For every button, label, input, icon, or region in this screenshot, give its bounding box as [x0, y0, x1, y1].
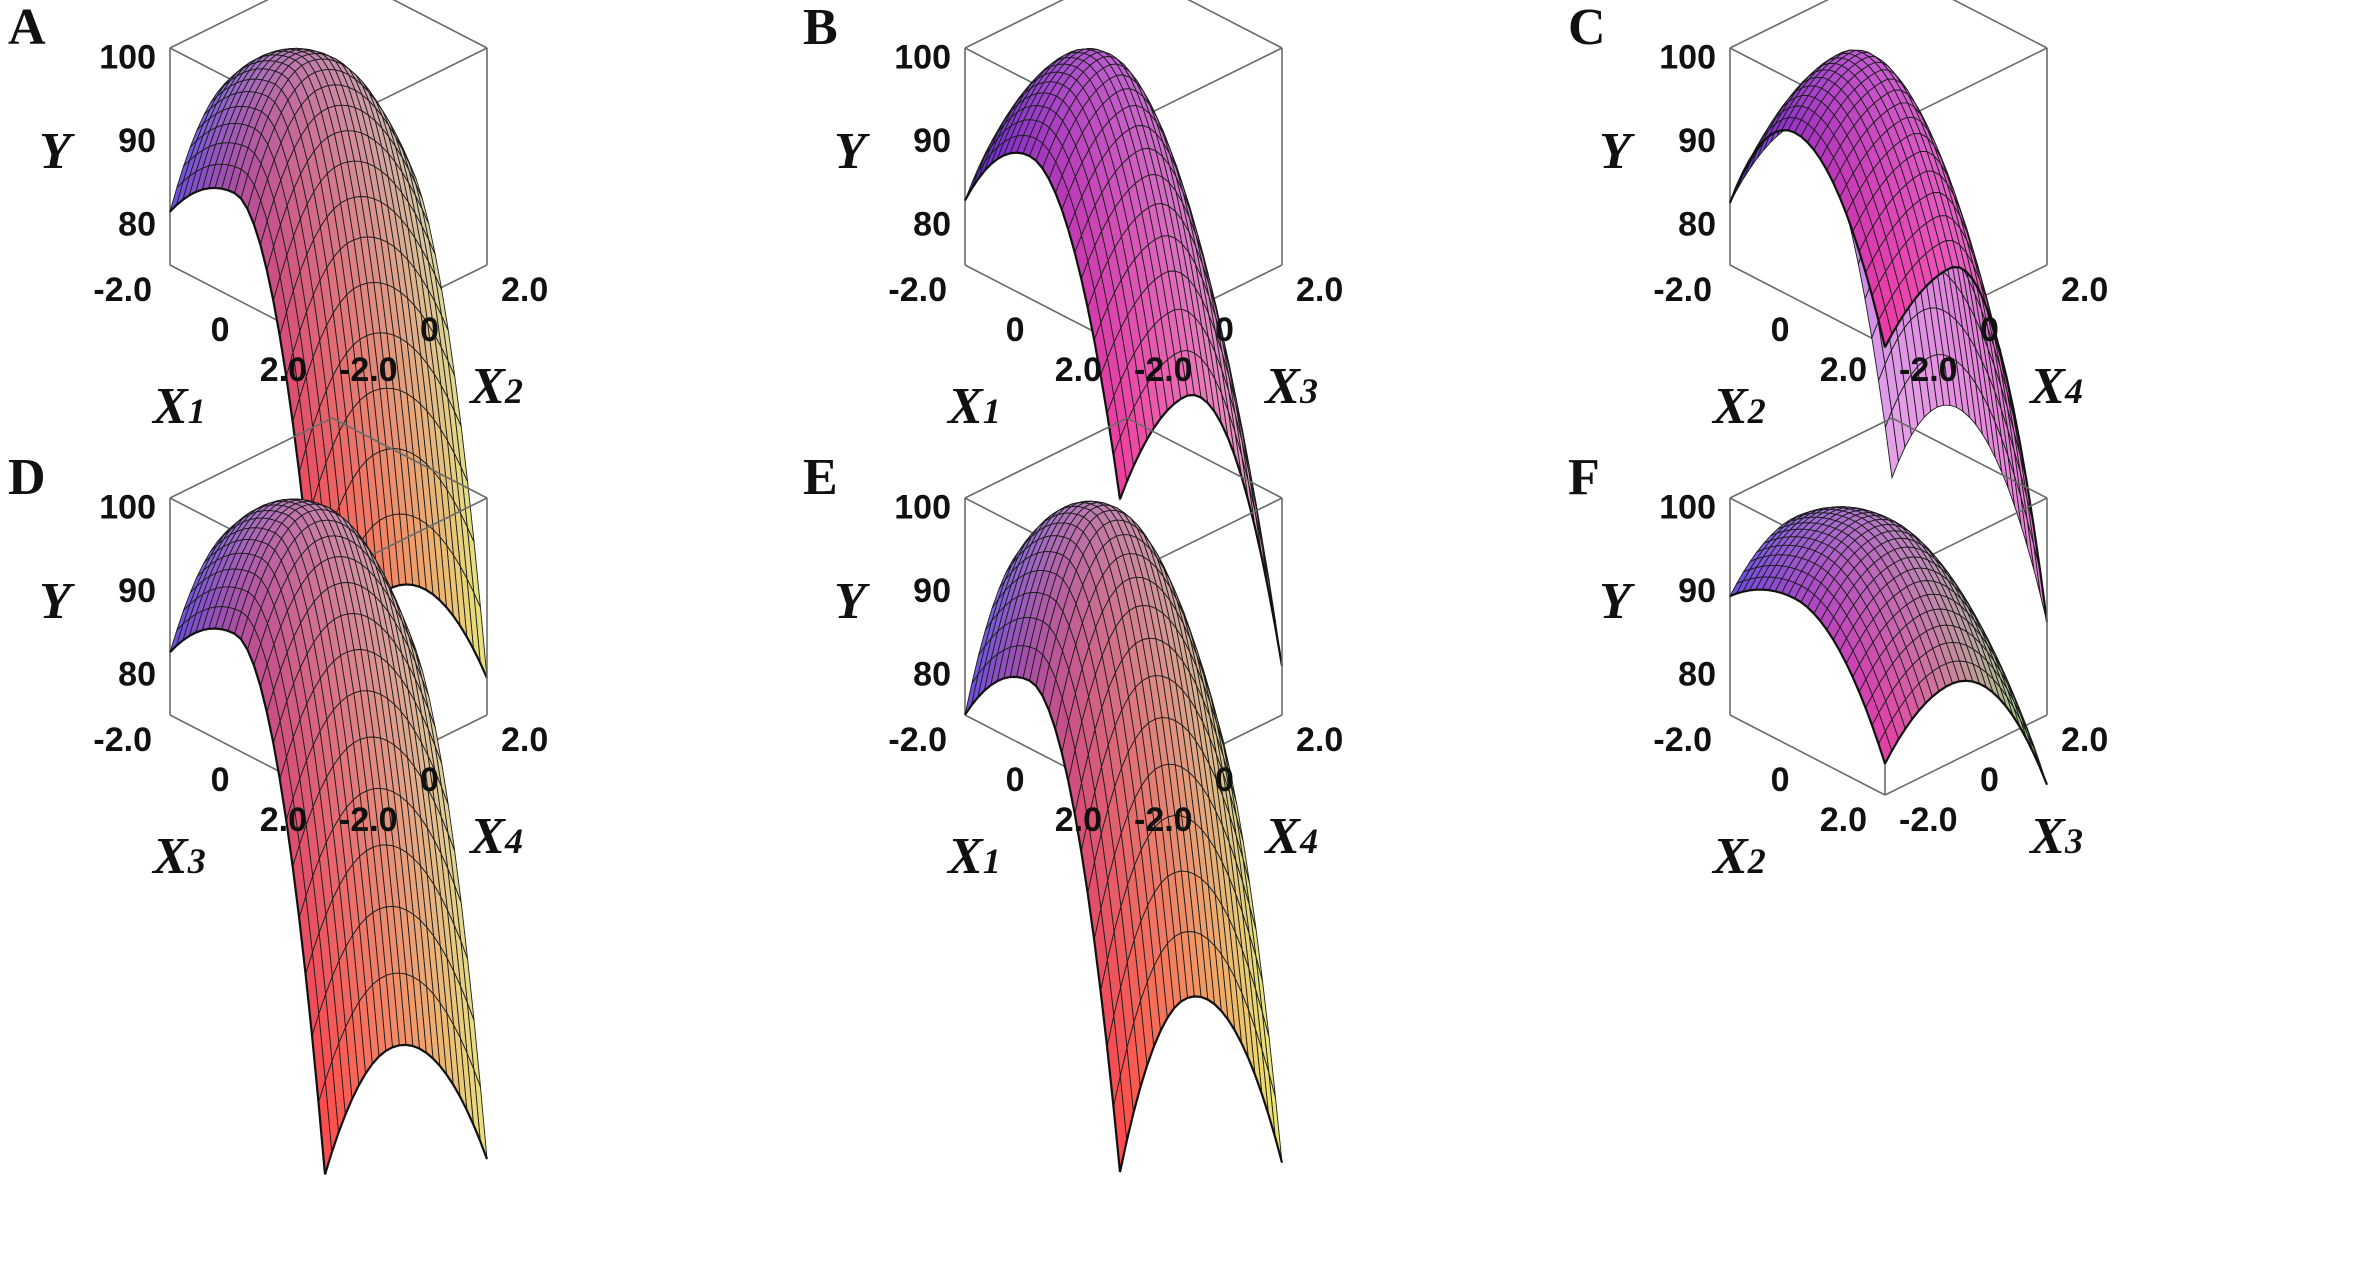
z-axis-label: Y [39, 573, 75, 630]
x-axis-label: X1 [946, 378, 1001, 435]
x-axis-label: X1 [151, 378, 206, 435]
x-axis-label: X2 [1711, 378, 1766, 435]
x-tick-label: 2.0 [1055, 801, 1102, 839]
x-tick-label: 2.0 [260, 801, 307, 839]
z-tick-label: 80 [913, 205, 951, 243]
panel-b: B 100 90 80 Y -2.0 0 2.0 -2.0 0 2.0 X1 X3 [803, 0, 1343, 667]
x-tick-label: 0 [1771, 761, 1790, 799]
y-tick-label: 2.0 [2061, 721, 2108, 759]
z-tick-label: 100 [99, 488, 156, 526]
panel-letter: E [803, 449, 838, 506]
x-tick-label: 0 [211, 311, 230, 349]
y-tick-label: 2.0 [1296, 721, 1343, 759]
z-axis-label: Y [39, 123, 75, 180]
x-tick-label: 0 [211, 761, 230, 799]
x-tick-label: 0 [1006, 311, 1025, 349]
y-axis-label: X4 [468, 808, 523, 865]
z-tick-label: 100 [1659, 488, 1716, 526]
y-tick-label: 0 [1980, 761, 1999, 799]
panel-letter: C [1568, 0, 1606, 56]
panel-letter: F [1568, 449, 1600, 506]
y-axis-label: X3 [2028, 808, 2083, 865]
panel-e: E 100 90 80 Y -2.0 0 2.0 -2.0 0 2.0 X1 X4 [803, 417, 1343, 1173]
y-tick-label: 0 [1980, 311, 1999, 349]
response-surface [169, 47, 489, 725]
y-axis-label: X4 [1263, 808, 1318, 865]
x-tick-label: 2.0 [1820, 801, 1867, 839]
panel-letter: A [8, 0, 46, 56]
x-tick-label: -2.0 [1653, 721, 1712, 759]
y-tick-label: 2.0 [501, 721, 548, 759]
z-axis-label: Y [1599, 123, 1635, 180]
y-tick-label: 2.0 [1296, 271, 1343, 309]
response-surface [169, 498, 489, 1175]
x-tick-label: -2.0 [888, 721, 947, 759]
z-tick-label: 80 [1678, 205, 1716, 243]
y-tick-label: -2.0 [339, 801, 398, 839]
y-tick-label: -2.0 [1134, 351, 1193, 389]
z-tick-label: 80 [118, 655, 156, 693]
y-tick-label: 0 [420, 311, 439, 349]
x-tick-label: -2.0 [93, 271, 152, 309]
x-tick-label: 2.0 [1820, 351, 1867, 389]
x-tick-label: 0 [1006, 761, 1025, 799]
z-axis-label: Y [834, 573, 870, 630]
panel-c: C 100 90 80 Y -2.0 0 2.0 -2.0 0 2.0 X2 X4 [1568, 0, 2108, 623]
x-tick-label: 0 [1771, 311, 1790, 349]
x-tick-label: -2.0 [93, 721, 152, 759]
x-tick-label: -2.0 [1653, 271, 1712, 309]
panel-letter: B [803, 0, 838, 56]
y-axis-label: X3 [1263, 358, 1318, 415]
y-tick-label: 2.0 [2061, 271, 2108, 309]
x-tick-label: 2.0 [1055, 351, 1102, 389]
y-axis-label: X4 [2028, 358, 2083, 415]
panel-d: D 100 90 80 Y -2.0 0 2.0 -2.0 0 2.0 X3 X4 [8, 417, 548, 1175]
z-tick-label: 90 [118, 122, 156, 160]
x-tick-label: -2.0 [888, 271, 947, 309]
panel-f: F 100 90 80 Y -2.0 0 2.0 -2.0 0 2.0 X2 X3 [1568, 417, 2108, 885]
z-tick-label: 100 [894, 38, 951, 76]
z-tick-label: 80 [1678, 655, 1716, 693]
response-surface [1728, 49, 2049, 623]
x-axis-label: X1 [946, 828, 1001, 885]
z-tick-label: 90 [118, 572, 156, 610]
y-tick-label: 2.0 [501, 271, 548, 309]
panel-a: A 100 90 80 Y -2.0 0 2.0 -2.0 0 2.0 X1 X2 [8, 0, 548, 725]
x-axis-label: X3 [151, 828, 206, 885]
z-tick-label: 100 [894, 488, 951, 526]
z-axis-label: Y [1599, 573, 1635, 630]
y-axis-label: X2 [468, 358, 523, 415]
z-tick-label: 80 [913, 655, 951, 693]
y-tick-label: -2.0 [1134, 801, 1193, 839]
z-tick-label: 90 [1678, 572, 1716, 610]
y-tick-label: -2.0 [339, 351, 398, 389]
z-axis-label: Y [834, 123, 870, 180]
z-tick-label: 100 [99, 38, 156, 76]
y-tick-label: 0 [1215, 761, 1234, 799]
z-tick-label: 90 [1678, 122, 1716, 160]
z-tick-label: 90 [913, 122, 951, 160]
response-surface [964, 500, 1284, 1173]
response-surface [964, 48, 1284, 667]
z-tick-label: 90 [913, 572, 951, 610]
z-tick-label: 80 [118, 205, 156, 243]
z-tick-label: 100 [1659, 38, 1716, 76]
panel-letter: D [8, 449, 46, 506]
x-axis-label: X2 [1711, 828, 1766, 885]
y-tick-label: 0 [420, 761, 439, 799]
y-tick-label: -2.0 [1899, 351, 1958, 389]
x-tick-label: 2.0 [260, 351, 307, 389]
response-surface [1729, 506, 2049, 786]
y-tick-label: 0 [1215, 311, 1234, 349]
y-tick-label: -2.0 [1899, 801, 1958, 839]
